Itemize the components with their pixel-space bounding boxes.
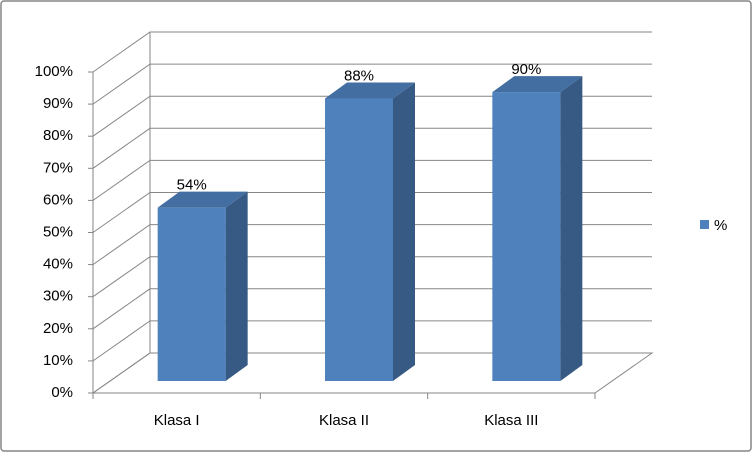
- grid-line: [92, 95, 652, 137]
- grid-line: [92, 63, 652, 105]
- y-tick-label: 70%: [43, 159, 73, 176]
- y-tick-label: 40%: [43, 256, 73, 273]
- x-tick-label: Klasa II: [319, 412, 369, 429]
- grid-line: [92, 127, 652, 169]
- bar-front: [492, 92, 561, 381]
- grid-line: [92, 352, 652, 394]
- legend-label: %: [714, 217, 727, 234]
- grid-line: [92, 256, 652, 298]
- bar-top: [492, 76, 583, 93]
- bar-front: [325, 98, 393, 382]
- y-tick-label: 20%: [43, 320, 73, 337]
- bar-top: [157, 191, 248, 208]
- y-tick-label: 50%: [43, 223, 73, 240]
- y-tick-label: 100%: [35, 63, 73, 80]
- bar-front: [157, 207, 226, 381]
- legend-swatch: [700, 220, 709, 229]
- grid-line: [92, 320, 652, 362]
- grid-line: [92, 159, 652, 201]
- grid-line: [92, 192, 652, 233]
- y-tick-label: 10%: [43, 352, 73, 369]
- y-tick-label: 60%: [43, 191, 73, 208]
- x-tick-label: Klasa I: [154, 412, 200, 429]
- bar-side: [393, 82, 415, 382]
- value-label: 88%: [344, 67, 374, 84]
- y-tick-label: 80%: [43, 127, 73, 144]
- bar-side: [560, 76, 583, 381]
- value-label: 54%: [177, 177, 207, 194]
- grid-line: [92, 288, 652, 330]
- y-tick-label: 0%: [51, 384, 73, 401]
- grid-line: [92, 31, 652, 73]
- y-tick-label: 90%: [43, 95, 73, 112]
- bar-top: [325, 82, 415, 99]
- x-tick-label: Klasa III: [484, 412, 538, 429]
- value-label: 90%: [511, 61, 541, 78]
- grid-line: [92, 224, 652, 266]
- bar-side: [225, 191, 248, 381]
- y-tick-label: 30%: [43, 288, 73, 305]
